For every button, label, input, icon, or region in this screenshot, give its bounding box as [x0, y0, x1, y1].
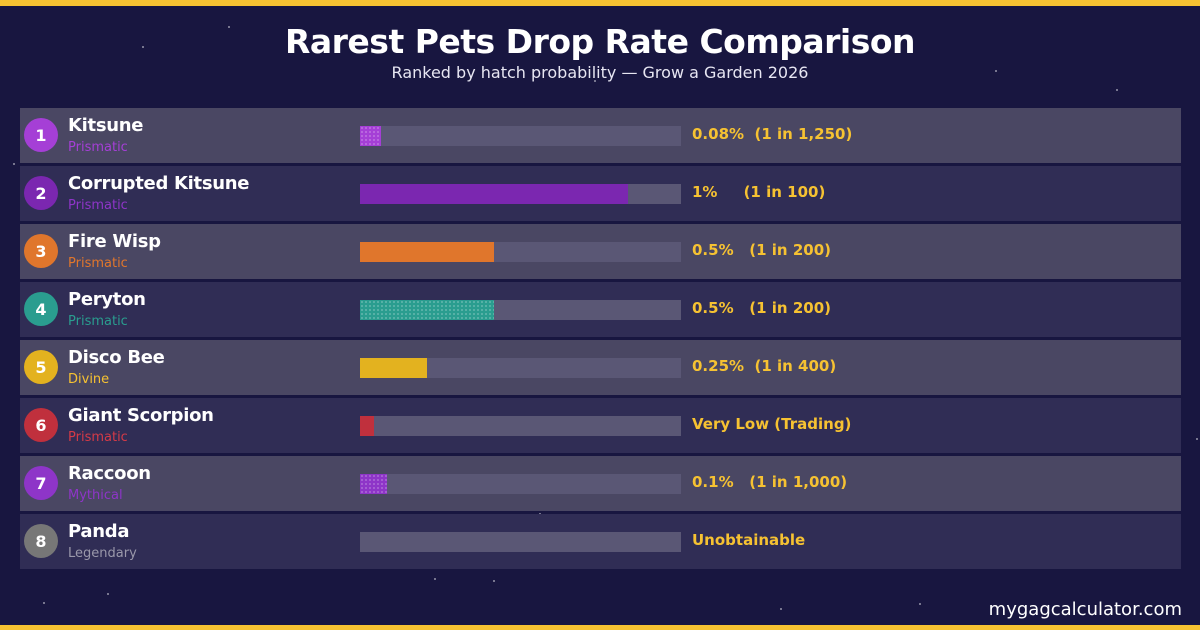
- bar-fill: [360, 358, 427, 378]
- pet-row: 5 Disco Bee Divine 0.25% (1 in 400): [20, 340, 1181, 395]
- pet-name-label: Peryton: [68, 289, 146, 310]
- rank-badge: 5: [24, 350, 58, 384]
- rank-badge: 8: [24, 524, 58, 558]
- rank-badge: 4: [24, 292, 58, 326]
- pet-name-label: Kitsune: [68, 115, 144, 136]
- watermark: mygagcalculator.com: [988, 599, 1182, 620]
- pet-name-label: Corrupted Kitsune: [68, 173, 250, 194]
- bottom-border: [0, 625, 1200, 630]
- bar-track: [360, 300, 681, 320]
- rate-label: 0.5% (1 in 200): [692, 299, 831, 317]
- rate-label: 0.08% (1 in 1,250): [692, 125, 853, 143]
- star-dot: [13, 163, 15, 165]
- pet-name-label: Panda: [68, 521, 130, 542]
- bar-fill: [360, 416, 374, 436]
- bar-track: [360, 126, 681, 146]
- pet-tier-label: Divine: [68, 372, 110, 387]
- pet-tier-label: Prismatic: [68, 198, 128, 213]
- star-dot: [434, 578, 436, 580]
- chart-rows: 1 Kitsune Prismatic 0.08% (1 in 1,250) 2 Corr…: [20, 108, 1181, 572]
- bar-track: [360, 416, 681, 436]
- star-dot: [107, 593, 109, 595]
- bar-track: [360, 184, 681, 204]
- pet-name-label: Giant Scorpion: [68, 405, 214, 426]
- rate-label: 0.25% (1 in 400): [692, 357, 837, 375]
- pet-tier-label: Prismatic: [68, 430, 128, 445]
- bar-track: [360, 532, 681, 552]
- pet-row: 6 Giant Scorpion Prismatic Very Low (Tradin…: [20, 398, 1181, 453]
- pet-name-label: Raccoon: [68, 463, 151, 484]
- rate-label: 1% (1 in 100): [692, 183, 826, 201]
- pet-row: 4 Peryton Prismatic 0.5% (1 in 200): [20, 282, 1181, 337]
- star-dot: [1116, 89, 1118, 91]
- bar-track: [360, 474, 681, 494]
- rate-label: Unobtainable: [692, 531, 806, 549]
- pet-row: 3 Fire Wisp Prismatic 0.5% (1 in 200): [20, 224, 1181, 279]
- pet-tier-label: Prismatic: [68, 314, 128, 329]
- star-dot: [780, 608, 782, 610]
- rank-badge: 7: [24, 466, 58, 500]
- rate-label: Very Low (Trading): [692, 415, 852, 433]
- pet-row: 2 Corrupted Kitsune Prismatic 1% (1 in 100): [20, 166, 1181, 221]
- pet-row: 1 Kitsune Prismatic 0.08% (1 in 1,250): [20, 108, 1181, 163]
- bar-fill: [360, 474, 387, 494]
- bar-track: [360, 358, 681, 378]
- star-dot: [493, 580, 495, 582]
- pet-tier-label: Mythical: [68, 488, 123, 503]
- pet-tier-label: Prismatic: [68, 140, 128, 155]
- pet-name-label: Fire Wisp: [68, 231, 161, 252]
- rate-label: 0.1% (1 in 1,000): [692, 473, 848, 491]
- pet-row: 7 Raccoon Mythical 0.1% (1 in 1,000): [20, 456, 1181, 511]
- bar-fill: [360, 184, 628, 204]
- rank-badge: 1: [24, 118, 58, 152]
- top-border: [0, 0, 1200, 6]
- chart-title: Rarest Pets Drop Rate Comparison: [284, 22, 916, 61]
- pet-name-label: Disco Bee: [68, 347, 165, 368]
- pet-row: 8 Panda Legendary Unobtainable: [20, 514, 1181, 569]
- star-dot: [43, 602, 45, 604]
- rank-badge: 3: [24, 234, 58, 268]
- rank-badge: 6: [24, 408, 58, 442]
- pet-tier-label: Legendary: [68, 546, 137, 561]
- chart-subtitle: Ranked by hatch probability — Grow a Gar…: [391, 63, 809, 82]
- rank-badge: 2: [24, 176, 58, 210]
- bar-fill: [360, 300, 494, 320]
- bar-fill: [360, 126, 381, 146]
- star-dot: [1196, 438, 1198, 440]
- bar-track: [360, 242, 681, 262]
- rate-label: 0.5% (1 in 200): [692, 241, 831, 259]
- bar-fill: [360, 242, 494, 262]
- pet-tier-label: Prismatic: [68, 256, 128, 271]
- star-dot: [919, 603, 921, 605]
